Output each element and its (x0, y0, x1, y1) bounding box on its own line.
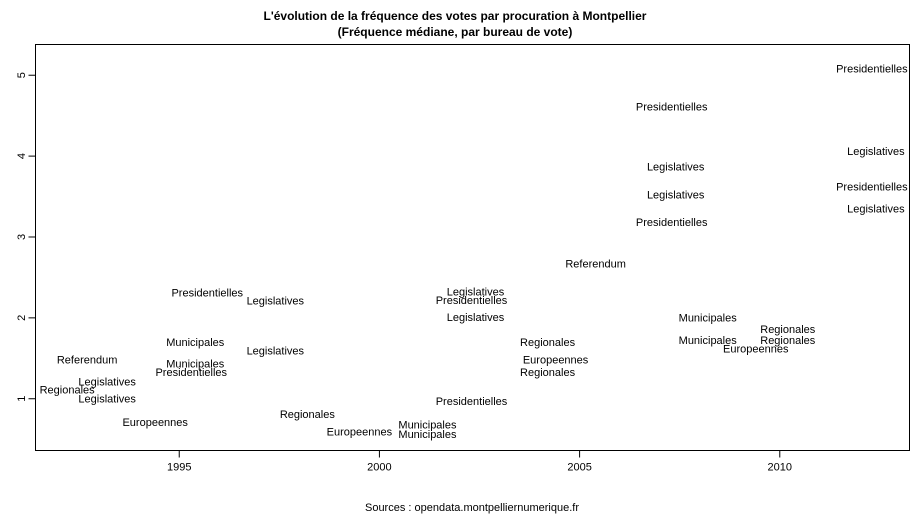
point-label: Legislatives (247, 296, 305, 308)
point-label: Regionales (520, 337, 576, 349)
point-label: Europeennes (327, 427, 393, 439)
point-label: Legislatives (447, 287, 505, 299)
point-label: Municipales (166, 359, 225, 371)
x-tick-label: 2005 (567, 461, 591, 473)
point-label: Referendum (565, 258, 626, 270)
point-label: Presidentielles (436, 396, 508, 408)
point-label: Europeennes (723, 343, 789, 355)
x-tick-label: 2000 (367, 461, 391, 473)
point-label: Presidentielles (171, 288, 243, 300)
point-label: Europeennes (122, 417, 188, 429)
point-label: Presidentielles (636, 101, 708, 113)
y-tick-label: 3 (16, 234, 28, 240)
point-label: Legislatives (847, 203, 905, 215)
point-label: Legislatives (647, 190, 705, 202)
chart-title: L'évolution de la fréquence des votes pa… (264, 9, 647, 23)
caption: Sources : opendata.montpelliernumerique.… (365, 502, 579, 514)
y-tick-label: 2 (16, 315, 28, 321)
point-label: Legislatives (78, 376, 136, 388)
x-tick-label: 2010 (768, 461, 792, 473)
point-label: Legislatives (847, 146, 905, 158)
point-label: Presidentielles (836, 63, 908, 75)
point-label: Referendum (57, 355, 118, 367)
point-label: Legislatives (647, 161, 705, 173)
point-label: Presidentielles (436, 295, 508, 307)
point-label: Municipales (679, 335, 738, 347)
y-tick-label: 1 (16, 396, 28, 402)
point-label: Presidentielles (836, 182, 908, 194)
point-label: Municipales (398, 429, 457, 441)
point-label: Municipales (398, 419, 457, 431)
point-label: Regionales (760, 324, 816, 336)
point-label: Municipales (679, 313, 738, 325)
plot-frame (35, 44, 910, 451)
point-label: Regionales (40, 385, 96, 397)
point-label: Municipales (166, 337, 225, 349)
y-tick-label: 4 (16, 153, 28, 159)
point-label: Legislatives (247, 346, 305, 358)
point-label: Europeennes (523, 355, 589, 367)
point-label: Regionales (520, 367, 576, 379)
y-tick-label: 5 (16, 72, 28, 78)
chart-subtitle: (Fréquence médiane, par bureau de vote) (338, 25, 573, 39)
point-label: Presidentielles (636, 217, 708, 229)
point-label: Regionales (280, 409, 336, 421)
point-label: Legislatives (447, 312, 505, 324)
point-label: Presidentielles (155, 367, 227, 379)
x-tick-label: 1995 (167, 461, 191, 473)
point-label: Regionales (760, 335, 816, 347)
point-label: Legislatives (78, 393, 136, 405)
